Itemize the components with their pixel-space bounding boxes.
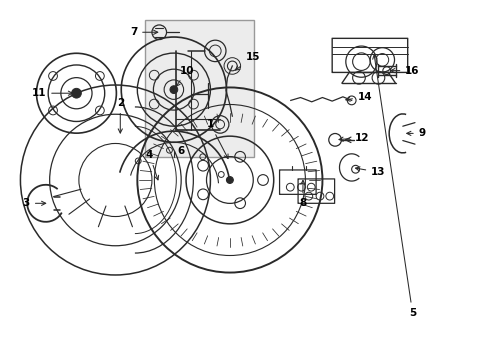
Text: 1: 1	[206, 120, 227, 158]
Text: 15: 15	[235, 52, 260, 70]
Text: 8: 8	[299, 180, 306, 208]
Text: 2: 2	[117, 98, 123, 133]
Text: 14: 14	[345, 92, 372, 102]
Text: 11: 11	[32, 88, 72, 98]
Circle shape	[226, 177, 233, 183]
Circle shape	[170, 86, 178, 94]
Text: 12: 12	[338, 133, 369, 143]
Text: 5: 5	[372, 55, 415, 318]
Text: 13: 13	[355, 167, 385, 177]
Text: 7: 7	[129, 27, 158, 37]
Text: 6: 6	[177, 146, 184, 156]
Text: 9: 9	[406, 129, 425, 138]
FancyBboxPatch shape	[144, 21, 254, 157]
Text: 16: 16	[390, 66, 419, 76]
Text: 10: 10	[176, 66, 194, 86]
Text: 4: 4	[145, 150, 158, 180]
Text: 3: 3	[22, 198, 45, 208]
Circle shape	[71, 88, 81, 98]
